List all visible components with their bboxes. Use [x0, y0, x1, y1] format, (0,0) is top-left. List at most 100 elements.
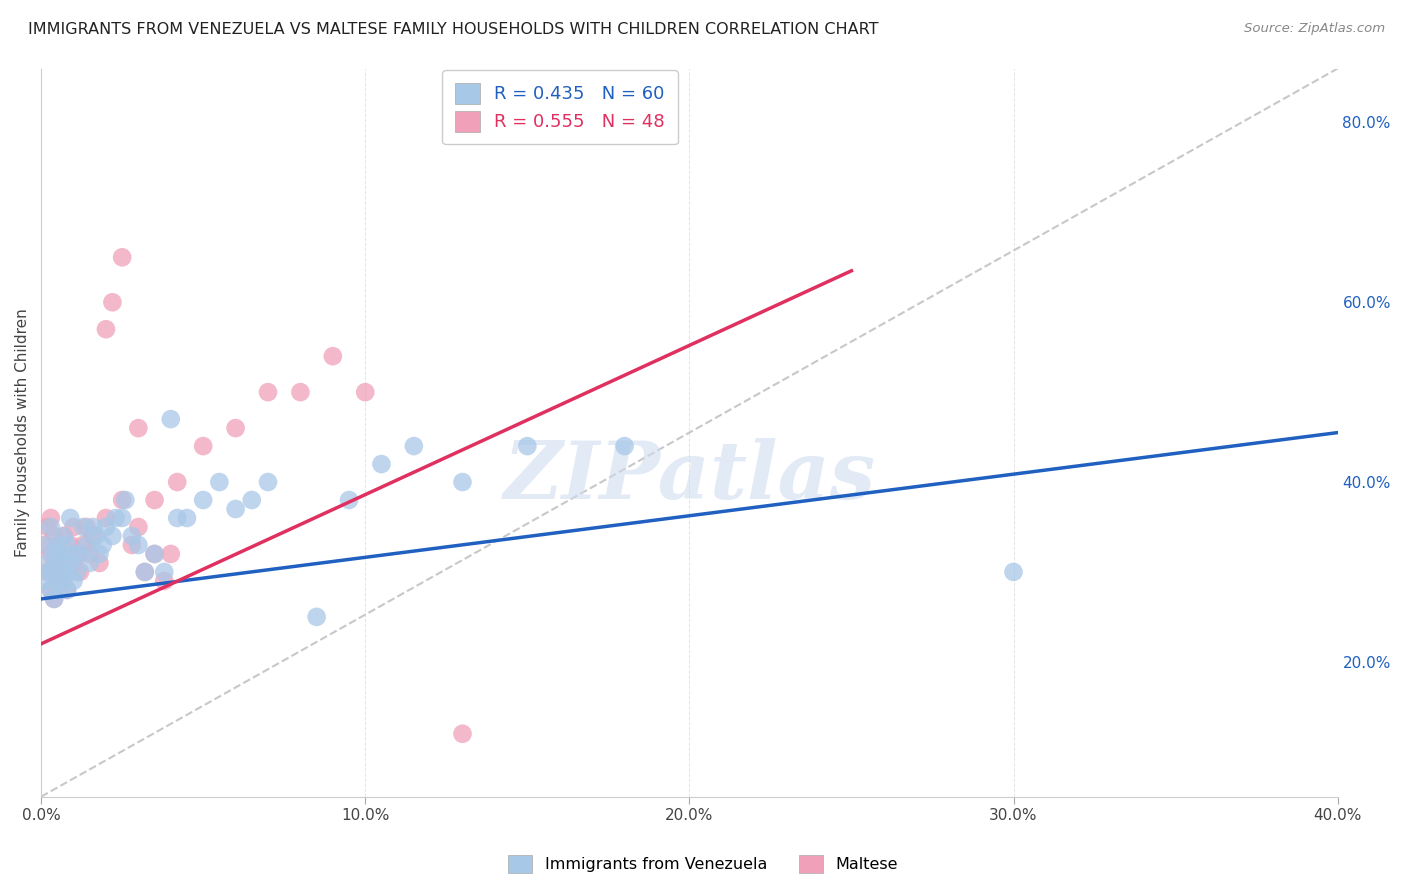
Point	[322, 349, 344, 363]
Point	[56, 565, 79, 579]
Point	[143, 493, 166, 508]
Point	[134, 565, 156, 579]
Point	[257, 385, 280, 400]
Point	[337, 493, 360, 508]
Point	[134, 565, 156, 579]
Point	[49, 574, 72, 588]
Point	[62, 520, 84, 534]
Point	[62, 547, 84, 561]
Point	[39, 511, 62, 525]
Point	[1002, 565, 1025, 579]
Point	[159, 412, 181, 426]
Point	[613, 439, 636, 453]
Point	[42, 556, 65, 570]
Point	[127, 421, 149, 435]
Point	[166, 475, 188, 489]
Point	[127, 538, 149, 552]
Point	[59, 511, 82, 525]
Point	[94, 322, 117, 336]
Point	[72, 538, 94, 552]
Legend: Immigrants from Venezuela, Maltese: Immigrants from Venezuela, Maltese	[502, 848, 904, 880]
Point	[143, 547, 166, 561]
Point	[34, 538, 56, 552]
Point	[166, 511, 188, 525]
Point	[153, 565, 176, 579]
Point	[89, 547, 111, 561]
Point	[257, 475, 280, 489]
Point	[101, 529, 124, 543]
Point	[42, 547, 65, 561]
Point	[39, 582, 62, 597]
Point	[516, 439, 538, 453]
Point	[451, 727, 474, 741]
Point	[208, 475, 231, 489]
Point	[290, 385, 312, 400]
Point	[52, 556, 75, 570]
Point	[52, 529, 75, 543]
Point	[104, 511, 127, 525]
Point	[52, 556, 75, 570]
Point	[39, 565, 62, 579]
Point	[79, 547, 101, 561]
Point	[94, 511, 117, 525]
Point	[79, 556, 101, 570]
Point	[114, 493, 136, 508]
Point	[62, 574, 84, 588]
Point	[153, 574, 176, 588]
Y-axis label: Family Households with Children: Family Households with Children	[15, 309, 30, 557]
Point	[66, 547, 89, 561]
Point	[49, 547, 72, 561]
Legend: R = 0.435   N = 60, R = 0.555   N = 48: R = 0.435 N = 60, R = 0.555 N = 48	[441, 70, 678, 145]
Point	[121, 529, 143, 543]
Point	[82, 520, 104, 534]
Point	[193, 439, 215, 453]
Point	[101, 295, 124, 310]
Point	[39, 582, 62, 597]
Point	[37, 556, 59, 570]
Point	[225, 421, 247, 435]
Point	[42, 529, 65, 543]
Point	[46, 538, 69, 552]
Point	[451, 475, 474, 489]
Point	[89, 556, 111, 570]
Point	[56, 538, 79, 552]
Point	[240, 493, 263, 508]
Point	[225, 502, 247, 516]
Point	[82, 529, 104, 543]
Text: ZIPatlas: ZIPatlas	[503, 438, 876, 515]
Text: Source: ZipAtlas.com: Source: ZipAtlas.com	[1244, 22, 1385, 36]
Point	[39, 547, 62, 561]
Point	[111, 250, 134, 264]
Point	[66, 565, 89, 579]
Point	[42, 591, 65, 606]
Point	[34, 574, 56, 588]
Point	[46, 565, 69, 579]
Point	[59, 556, 82, 570]
Point	[402, 439, 425, 453]
Point	[159, 547, 181, 561]
Point	[49, 582, 72, 597]
Text: IMMIGRANTS FROM VENEZUELA VS MALTESE FAMILY HOUSEHOLDS WITH CHILDREN CORRELATION: IMMIGRANTS FROM VENEZUELA VS MALTESE FAM…	[28, 22, 879, 37]
Point	[42, 565, 65, 579]
Point	[305, 610, 328, 624]
Point	[49, 547, 72, 561]
Point	[59, 538, 82, 552]
Point	[94, 520, 117, 534]
Point	[37, 565, 59, 579]
Point	[39, 520, 62, 534]
Point	[76, 538, 98, 552]
Point	[193, 493, 215, 508]
Point	[91, 538, 114, 552]
Point	[111, 493, 134, 508]
Point	[49, 565, 72, 579]
Point	[76, 520, 98, 534]
Point	[56, 565, 79, 579]
Point	[37, 520, 59, 534]
Point	[143, 547, 166, 561]
Point	[354, 385, 377, 400]
Point	[52, 574, 75, 588]
Point	[176, 511, 198, 525]
Point	[46, 574, 69, 588]
Point	[127, 520, 149, 534]
Point	[69, 547, 91, 561]
